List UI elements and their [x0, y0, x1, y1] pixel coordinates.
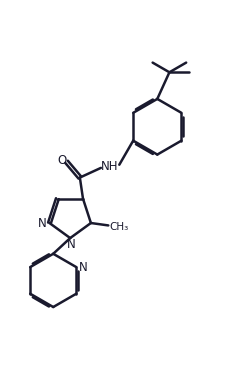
Text: N: N [38, 217, 47, 230]
Text: N: N [67, 238, 76, 251]
Text: NH: NH [101, 160, 119, 173]
Text: O: O [57, 154, 66, 167]
Text: N: N [79, 261, 87, 273]
Text: CH₃: CH₃ [110, 222, 129, 231]
